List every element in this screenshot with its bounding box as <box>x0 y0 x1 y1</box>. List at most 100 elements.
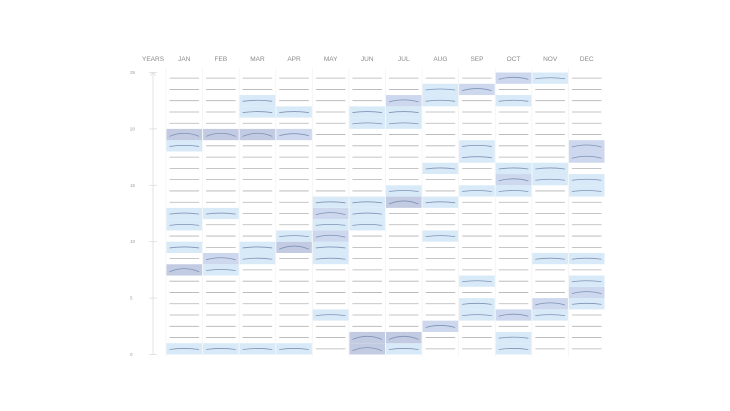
cell-curve <box>388 190 419 192</box>
highlight-cell <box>495 174 532 186</box>
cell-curve <box>498 99 529 102</box>
cell-curve <box>206 269 236 271</box>
cell-curve <box>352 122 383 125</box>
month-column-jun <box>348 68 385 357</box>
cell-curve <box>315 212 346 216</box>
highlight-cell <box>276 241 312 253</box>
cell-curve <box>242 348 273 350</box>
cell-curve <box>535 178 565 181</box>
month-column-mar <box>238 68 276 357</box>
cell-curve <box>169 223 200 226</box>
highlight-cell <box>532 162 568 175</box>
highlight-cell <box>568 252 605 265</box>
cell-curve <box>169 132 200 137</box>
highlight-cell <box>166 219 203 231</box>
cell-curve <box>388 122 419 125</box>
highlight-cell <box>386 117 422 129</box>
highlight-cell <box>312 207 349 220</box>
highlight-cell <box>459 309 495 321</box>
month-column-jul <box>385 68 422 357</box>
cell-curve <box>498 313 529 317</box>
cell-curve <box>242 246 273 249</box>
cell-curve <box>352 335 383 340</box>
highlight-cell <box>495 72 532 84</box>
month-label: NOV <box>543 56 558 63</box>
cell-curve <box>352 223 383 226</box>
cell-curve <box>169 246 200 249</box>
highlight-cell <box>239 95 276 107</box>
highlight-cell <box>312 196 349 208</box>
highlight-cell <box>349 331 385 344</box>
highlight-cell <box>532 72 568 84</box>
cell-curve <box>462 156 492 159</box>
y-axis: 0 5 10 15 20 25 <box>130 70 157 357</box>
highlight-cell <box>459 275 495 287</box>
cell-curve <box>498 336 529 339</box>
highlight-cell <box>312 219 349 231</box>
month-column-oct <box>494 68 532 357</box>
highlight-cell <box>568 151 605 163</box>
month-label: DEC <box>580 56 594 63</box>
cell-curve <box>571 178 602 181</box>
cell-curve <box>205 257 236 261</box>
y-tick-label: 5 <box>130 296 133 301</box>
highlight-cell <box>386 185 422 197</box>
highlight-cell <box>422 230 459 242</box>
month-label: MAR <box>250 56 265 63</box>
cell-curve <box>242 132 273 137</box>
cell-curve <box>462 314 492 317</box>
highlight-cell <box>386 343 422 355</box>
highlight-cell <box>312 252 349 265</box>
month-column-jan <box>165 68 203 357</box>
month-label: FEB <box>215 56 228 63</box>
highlight-cell <box>276 128 312 141</box>
highlight-cell <box>166 128 203 141</box>
highlight-cell <box>276 343 312 355</box>
highlight-cell <box>166 264 203 276</box>
cell-curve <box>388 348 419 350</box>
cell-curve <box>352 201 383 204</box>
highlight-cell <box>349 117 385 129</box>
cell-curve <box>388 335 419 340</box>
cell-curve <box>498 76 529 80</box>
y-tick-label: 20 <box>130 126 136 131</box>
cell-curve <box>425 88 456 91</box>
cell-curve <box>571 291 602 295</box>
month-label: JUL <box>398 56 410 63</box>
highlight-cell <box>459 83 495 96</box>
highlight-cell <box>386 95 422 107</box>
highlight-cell <box>203 264 239 276</box>
highlight-cell <box>166 140 203 152</box>
cell-curve <box>571 280 602 283</box>
highlight-cell <box>495 343 532 355</box>
cell-curve <box>462 190 492 192</box>
highlight-cell <box>495 331 532 344</box>
cell-curve <box>169 348 200 350</box>
highlight-cell <box>568 174 605 186</box>
cell-curve <box>425 325 456 328</box>
highlight-cell <box>349 106 385 118</box>
cell-curve <box>315 246 346 249</box>
cell-curve <box>425 99 456 102</box>
month-label: MAY <box>324 56 338 63</box>
highlight-cell <box>276 106 312 118</box>
cell-curve <box>242 257 273 260</box>
cell-curve <box>388 111 419 113</box>
cell-curve <box>279 133 309 137</box>
cell-curve <box>571 302 602 305</box>
highlight-cell <box>239 128 276 141</box>
month-column-sep <box>458 68 495 357</box>
highlight-cell <box>349 219 385 231</box>
highlight-cell <box>568 298 605 310</box>
highlight-cell <box>349 196 385 208</box>
highlight-cell <box>532 252 568 265</box>
cell-curve <box>352 111 383 113</box>
highlight-cell <box>203 343 239 355</box>
cell-curve <box>498 190 529 192</box>
highlight-cell <box>422 83 459 96</box>
cell-curve <box>352 347 383 352</box>
cell-curve <box>169 145 200 147</box>
highlight-cell <box>312 309 349 321</box>
month-label: APR <box>287 56 301 63</box>
